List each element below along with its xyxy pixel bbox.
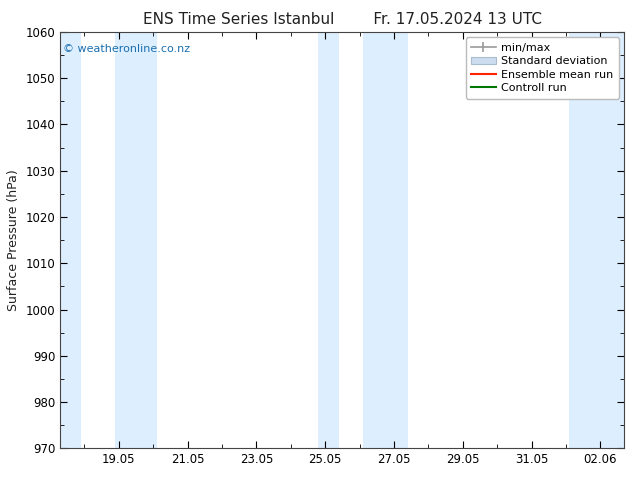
Bar: [115, 32, 157, 448]
Text: © weatheronline.co.nz: © weatheronline.co.nz: [63, 44, 190, 54]
Bar: [60, 32, 81, 448]
Bar: [363, 32, 408, 448]
Legend: min/max, Standard deviation, Ensemble mean run, Controll run: min/max, Standard deviation, Ensemble me…: [465, 37, 619, 98]
Bar: [318, 32, 339, 448]
Y-axis label: Surface Pressure (hPa): Surface Pressure (hPa): [7, 169, 20, 311]
Title: ENS Time Series Istanbul        Fr. 17.05.2024 13 UTC: ENS Time Series Istanbul Fr. 17.05.2024 …: [143, 12, 542, 26]
Bar: [569, 32, 624, 448]
